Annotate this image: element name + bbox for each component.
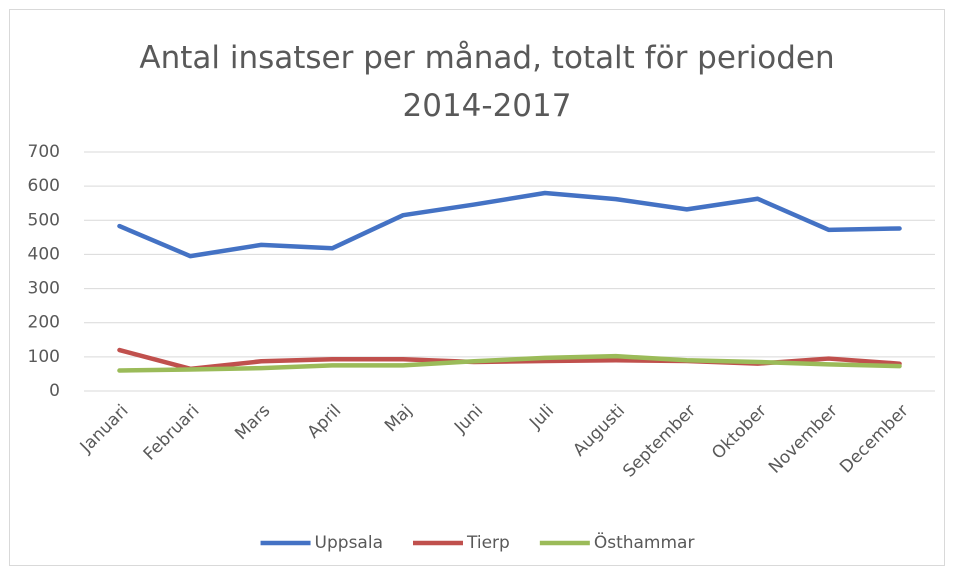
chart-title: Antal insatser per månad, totalt för per… xyxy=(139,40,835,124)
y-tick-label: 200 xyxy=(28,313,60,333)
y-tick-label: 600 xyxy=(28,176,60,196)
y-tick-label: 500 xyxy=(28,210,60,230)
y-tick-label: 100 xyxy=(28,347,60,367)
legend-label: Tierp xyxy=(466,533,510,553)
y-tick-label: 0 xyxy=(49,381,60,401)
y-tick-label: 300 xyxy=(28,279,60,299)
series-line xyxy=(117,353,902,373)
y-tick-label: 700 xyxy=(28,142,60,162)
legend-label: Östhammar xyxy=(594,531,695,553)
y-tick-label: 400 xyxy=(28,244,60,264)
series-line xyxy=(117,190,902,259)
chart-border xyxy=(9,9,945,566)
legend-label: Uppsala xyxy=(315,533,383,553)
